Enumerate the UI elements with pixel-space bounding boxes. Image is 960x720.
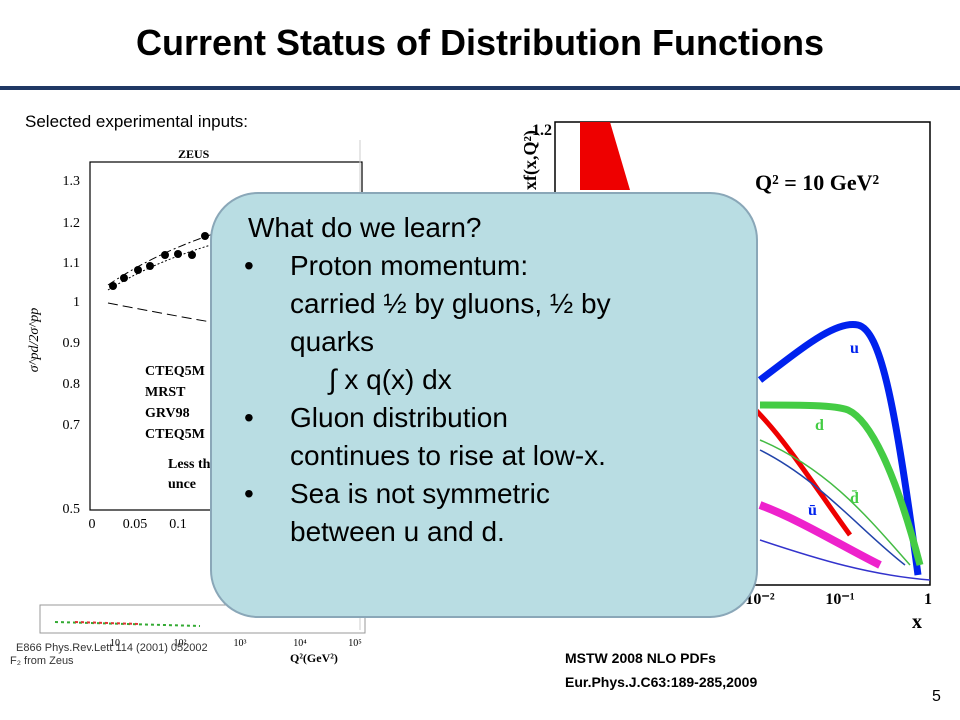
bullet: •: [244, 478, 254, 509]
callout-heading: What do we learn?: [248, 212, 482, 243]
reference: Eur.Phys.J.C63:189-285,2009: [565, 674, 758, 690]
x-tick-label: 10³: [234, 638, 247, 649]
data-points: [109, 232, 209, 290]
x-tick-label: 10⁻¹: [825, 591, 854, 608]
y-axis-label: σ^pd/2σ^pp: [27, 308, 42, 373]
note: unce: [168, 477, 196, 492]
gluon-band: [580, 122, 630, 190]
dbar-curve: [759, 439, 911, 566]
bullet-text: Proton momentum:: [290, 250, 529, 281]
x-tick-label: 10²: [174, 638, 187, 649]
y-tick-label: 1.2: [532, 122, 552, 139]
legend-entry: CTEQ5M: [145, 364, 205, 379]
reference: F₂ from Zeus: [10, 655, 74, 667]
curve: [759, 539, 931, 581]
bullet-text: Gluon distribution: [290, 402, 508, 433]
bullet-text: quarks: [290, 326, 375, 357]
reference: E866 Phys.Rev.Lett 114 (2001) 052002: [16, 642, 208, 654]
bullet: •: [244, 402, 254, 433]
reference: MSTW 2008 NLO PDFs: [565, 650, 716, 666]
page-number: 5: [932, 688, 941, 705]
ubar-curve: [759, 449, 906, 566]
slide-title: Current Status of Distribution Functions: [136, 22, 824, 63]
y-tick-label: 0.7: [63, 418, 81, 433]
curve-label: d: [815, 417, 824, 434]
y-tick-label: 1: [73, 295, 80, 310]
bullet-text: ∫ x q(x) dx: [290, 364, 452, 395]
inset-points: [74, 621, 141, 625]
note: Less th: [168, 457, 211, 472]
callout-box: What do we learn? • Proton momentum: carrie…: [210, 192, 758, 618]
bullet-text: carried ½ by gluons, ½ by: [290, 288, 611, 319]
y-tick-label: 1.1: [63, 256, 81, 271]
inset-points: [54, 621, 201, 627]
x-tick-label: 1: [924, 591, 932, 608]
x-axis-label: x: [912, 611, 922, 633]
d-curve: [759, 401, 924, 566]
title-rule: [0, 86, 960, 90]
strange-band: [758, 501, 882, 569]
y-tick-label: 1.2: [63, 216, 81, 231]
legend-entry: MRST: [145, 385, 186, 400]
x-tick-label: 10⁻²: [745, 591, 774, 608]
x-tick-label: 0.05: [123, 517, 148, 532]
y-tick-label: 1.3: [63, 174, 81, 189]
bullet-text: between u and d.: [290, 516, 505, 547]
subtitle: Selected experimental inputs:: [25, 112, 249, 131]
x-tick-label: 10⁴: [293, 638, 307, 649]
scale-label: Q² = 10 GeV²: [755, 170, 880, 195]
bullet: •: [244, 250, 254, 281]
x-tick-label: 0.1: [169, 517, 187, 532]
legend-entry: GRV98: [145, 406, 190, 421]
inset-frame: [39, 604, 366, 634]
y-tick-label: 0.5: [63, 502, 81, 517]
u-curve: [757, 320, 922, 576]
x-axis-label: Q²(GeV²): [290, 651, 338, 665]
curve-label: u: [850, 340, 859, 357]
figure-label: ZEUS: [178, 147, 210, 161]
bullet-text: Sea is not symmetric: [290, 478, 550, 509]
curve-label: d̄: [850, 488, 859, 507]
curve-label: ū: [808, 502, 817, 519]
legend-entry: CTEQ5M: [145, 427, 205, 442]
y-tick-label: 0.9: [63, 336, 81, 351]
x-tick-label: 10: [110, 638, 120, 649]
bullet-text: continues to rise at low-x.: [290, 440, 606, 471]
y-tick-label: 0.8: [63, 377, 81, 392]
x-tick-label: 0: [89, 517, 96, 532]
y-axis-label: xf(x,Q²): [520, 130, 541, 190]
x-tick-label: 10⁵: [348, 638, 362, 649]
